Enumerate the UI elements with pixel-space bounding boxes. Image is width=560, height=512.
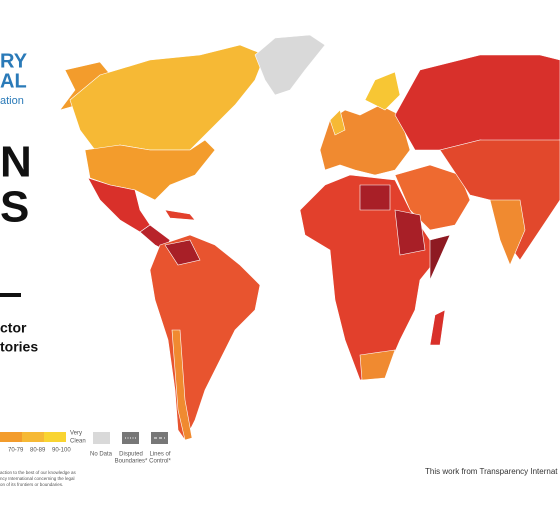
legend-label: Lines of [149, 452, 170, 458]
subtitle-line: tories [0, 339, 38, 355]
legend-swatch [22, 432, 44, 442]
disclaimer-line: ncy International concerning the legal [0, 476, 75, 481]
disclaimer-line: on of its frontiers or boundaries. [0, 482, 63, 487]
greenland [254, 34, 326, 96]
legend-label: Disputed [119, 452, 143, 458]
divider [0, 293, 21, 297]
logo-line: RY [0, 50, 28, 72]
legend-label: No Data [90, 452, 113, 458]
somalia [429, 234, 451, 281]
credit: This work from Transparency Internat [425, 467, 558, 476]
subtitle-line: ctor [0, 320, 27, 336]
legend: 70-79 80-89 90-100 Very Clean No Data Di… [0, 431, 171, 465]
caribbean [164, 209, 196, 221]
sudan [394, 209, 426, 256]
header: RY AL ation N S ctor tories [0, 50, 38, 355]
world-map [59, 34, 560, 441]
uk [329, 109, 346, 136]
disclaimer-line: action to the best of our knowledge as [0, 470, 77, 475]
no-data-swatch [93, 432, 110, 444]
russia [394, 54, 560, 151]
disclaimer: action to the best of our knowledge as n… [0, 470, 77, 487]
legend-label: 70-79 [8, 448, 24, 454]
chile [171, 329, 193, 441]
south-america [149, 234, 261, 441]
legend-label: Very [70, 431, 82, 437]
madagascar [429, 309, 446, 346]
legend-label: Boundaries* [115, 459, 148, 465]
legend-label: 80-89 [30, 448, 46, 454]
logo-line: ation [0, 95, 24, 107]
legend-swatch [44, 432, 66, 442]
legend-swatch [0, 432, 22, 442]
title-line: N [0, 138, 32, 187]
logo-line: AL [0, 70, 27, 92]
libya [359, 184, 391, 211]
legend-label: 90-100 [52, 448, 71, 454]
venezuela [164, 239, 201, 266]
india [489, 199, 526, 266]
title-line: S [0, 183, 29, 232]
legend-label: Control* [149, 459, 171, 465]
scandinavia [364, 71, 401, 111]
canada [69, 44, 266, 151]
legend-label: Clean [70, 439, 86, 445]
south-africa [359, 349, 396, 381]
